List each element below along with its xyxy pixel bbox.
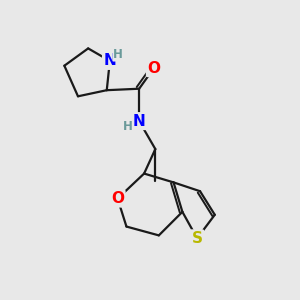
Text: N: N	[103, 53, 116, 68]
Text: H: H	[122, 120, 132, 133]
Text: S: S	[192, 231, 203, 246]
Text: O: O	[111, 191, 124, 206]
Text: N: N	[133, 114, 146, 129]
Text: H: H	[113, 48, 123, 61]
Text: O: O	[147, 61, 161, 76]
